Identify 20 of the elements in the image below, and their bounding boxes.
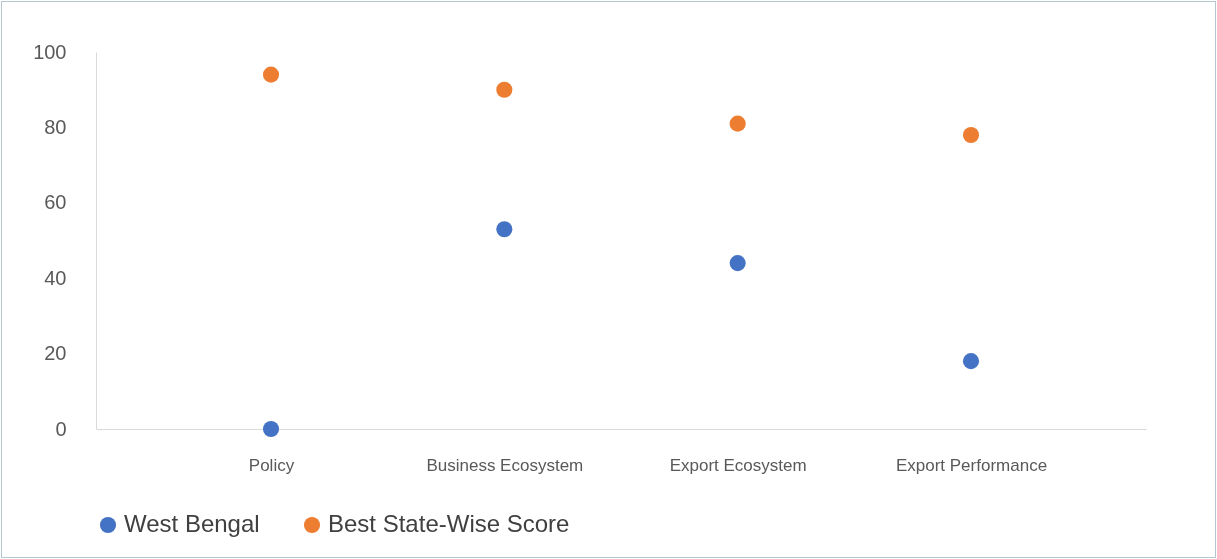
- point: [262, 420, 280, 438]
- y-tick-label: 80: [44, 115, 67, 138]
- x-tick-label: Business Ecosystem: [426, 455, 584, 475]
- y-tick-label: 0: [55, 417, 67, 440]
- y-tick-label: 20: [44, 342, 67, 365]
- point: [496, 221, 513, 238]
- x-tick-label: Policy: [248, 455, 295, 475]
- y-tick-label: 100: [33, 40, 67, 63]
- point: [962, 353, 980, 370]
- point: [729, 255, 746, 272]
- legend-label: Best State-Wise Score: [328, 510, 570, 537]
- x-tick-label: Export Performance: [895, 455, 1048, 475]
- point: [729, 115, 746, 132]
- point: [262, 66, 280, 83]
- x-tick-label: Export Ecosystem: [669, 455, 807, 475]
- y-tick-label: 40: [44, 266, 67, 289]
- point: [496, 81, 513, 98]
- legend-label: West Bengal: [124, 510, 260, 537]
- point: [962, 126, 980, 143]
- y-tick-label: 60: [44, 191, 67, 214]
